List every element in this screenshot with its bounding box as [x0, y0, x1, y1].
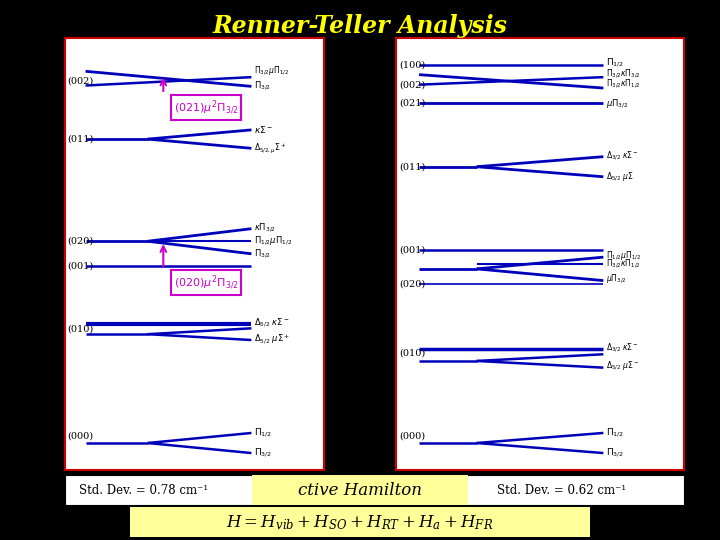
Text: $\Pi_{1/2}$: $\Pi_{1/2}$: [606, 57, 624, 69]
Y-axis label: Energy (cm⁻¹): Energy (cm⁻¹): [346, 214, 356, 293]
Text: (021): (021): [399, 99, 426, 107]
Text: $\kappa\Sigma^-$: $\kappa\Sigma^-$: [254, 124, 273, 134]
Text: $\Delta_{5/2}$ $\mu\Sigma^+$: $\Delta_{5/2}$ $\mu\Sigma^+$: [254, 333, 290, 346]
Text: (010): (010): [68, 325, 94, 334]
Text: $\Delta_{3/2}$ $\kappa\Sigma^-$: $\Delta_{3/2}$ $\kappa\Sigma^-$: [606, 341, 639, 354]
Text: $\Pi_{1/2}\mu\Pi_{1/2}$: $\Pi_{1/2}\mu\Pi_{1/2}$: [254, 234, 292, 247]
Text: $\Delta_{5/2}$ $\mu\Sigma$: $\Delta_{5/2}$ $\mu\Sigma$: [606, 171, 634, 183]
Title: HCP: HCP: [179, 23, 210, 37]
Text: $\mu\Pi_{3/2}$: $\mu\Pi_{3/2}$: [606, 273, 627, 285]
Text: (001): (001): [68, 262, 94, 271]
Text: Std. Dev. = 0.78 cm⁻¹: Std. Dev. = 0.78 cm⁻¹: [79, 484, 209, 497]
Text: $H = H_{vib} + H_{SO} + H_{RT} + H_a + H_{FR}$: $H = H_{vib} + H_{SO} + H_{RT} + H_a + H…: [226, 513, 494, 531]
Text: $\Pi_{3/2}$: $\Pi_{3/2}$: [254, 247, 271, 260]
Text: (000): (000): [68, 432, 94, 441]
Text: $\Pi_{3/2}\mu\Pi_{1/2}$: $\Pi_{3/2}\mu\Pi_{1/2}$: [254, 64, 289, 77]
Text: $\Pi_{3/2}\kappa\Pi_{1/2}$: $\Pi_{3/2}\kappa\Pi_{1/2}$: [606, 77, 641, 90]
Text: $\Pi_{3/2}$: $\Pi_{3/2}$: [254, 447, 272, 460]
Text: $\Pi_{3/2}\kappa\Pi_{3/2}$: $\Pi_{3/2}\kappa\Pi_{3/2}$: [606, 68, 641, 80]
Text: Renner-Teller Analysis: Renner-Teller Analysis: [212, 14, 508, 37]
Title: DCP: DCP: [525, 23, 555, 37]
Text: $\Pi_{1/2}\mu\Pi_{1/2}$: $\Pi_{1/2}\mu\Pi_{1/2}$: [606, 249, 642, 262]
Text: $\Pi_{3/2}\kappa\Pi_{1/2}$: $\Pi_{3/2}\kappa\Pi_{1/2}$: [606, 258, 641, 270]
Text: (020): (020): [399, 279, 425, 288]
Text: (002): (002): [68, 77, 94, 86]
Text: $\Delta_{5/2}$ $\mu\Sigma^-$: $\Delta_{5/2}$ $\mu\Sigma^-$: [606, 360, 639, 373]
Text: $\Delta_{5/2,\mu}\Sigma^+$: $\Delta_{5/2,\mu}\Sigma^+$: [254, 141, 286, 155]
Y-axis label: Energy (cm⁻¹): Energy (cm⁻¹): [15, 214, 25, 293]
Text: (011): (011): [399, 162, 426, 171]
Text: (002): (002): [399, 80, 425, 89]
Text: (020): (020): [68, 237, 94, 246]
Text: $\Pi_{3/2}$: $\Pi_{3/2}$: [254, 79, 271, 92]
Text: Std. Dev. = 0.62 cm⁻¹: Std. Dev. = 0.62 cm⁻¹: [497, 484, 626, 497]
Text: $\Pi_{1/2}$: $\Pi_{1/2}$: [254, 427, 272, 440]
Text: (010): (010): [399, 349, 425, 358]
Text: (100): (100): [399, 61, 425, 70]
Text: $\Pi_{1/2}$: $\Pi_{1/2}$: [606, 427, 624, 440]
Text: $\mu\Pi_{3/2}$: $\mu\Pi_{3/2}$: [606, 97, 629, 110]
Text: $\Delta_{5/2}$ $\kappa\Sigma^-$: $\Delta_{5/2}$ $\kappa\Sigma^-$: [254, 316, 289, 329]
Text: $\Delta_{3/2}$ $\kappa\Sigma^-$: $\Delta_{3/2}$ $\kappa\Sigma^-$: [606, 150, 639, 162]
Text: (001): (001): [399, 246, 425, 255]
Text: $\kappa\Pi_{3/2}$: $\kappa\Pi_{3/2}$: [254, 221, 276, 234]
Text: $(020)\mu^2\Pi_{3/2}$: $(020)\mu^2\Pi_{3/2}$: [174, 273, 238, 292]
Text: (011): (011): [68, 134, 94, 144]
Text: (000): (000): [399, 432, 425, 441]
Text: $\Pi_{3/2}$: $\Pi_{3/2}$: [606, 447, 624, 460]
Text: ctive Hamilton: ctive Hamilton: [298, 482, 422, 499]
Text: $(021)\mu^2\Pi_{3/2}$: $(021)\mu^2\Pi_{3/2}$: [174, 98, 238, 117]
